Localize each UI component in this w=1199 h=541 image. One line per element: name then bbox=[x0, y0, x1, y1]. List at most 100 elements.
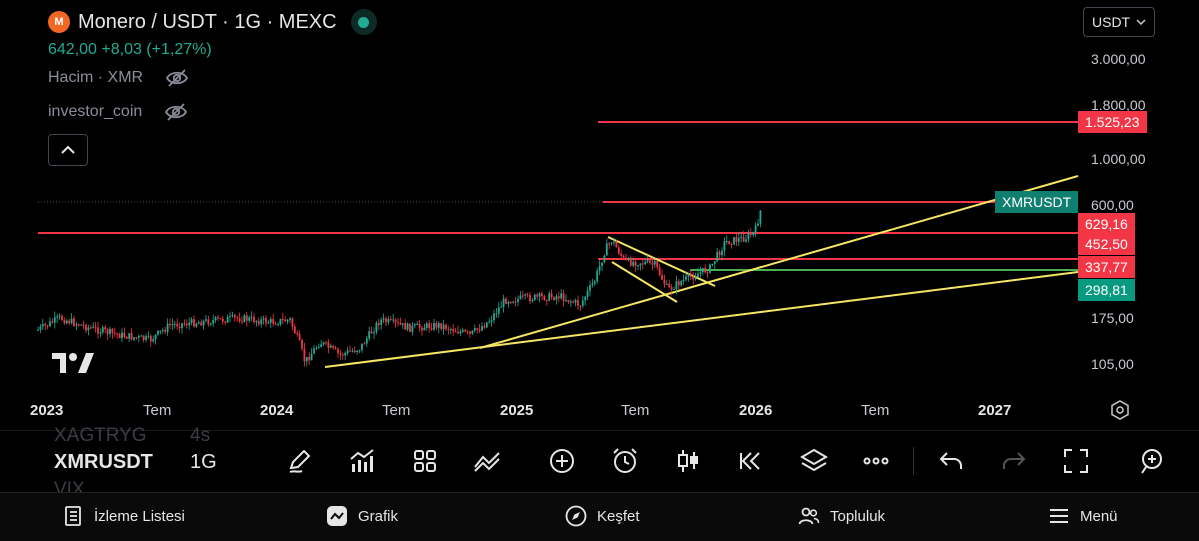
candle-body bbox=[574, 300, 577, 303]
currency-select[interactable]: USDT bbox=[1083, 7, 1155, 37]
title-row[interactable]: M Monero / USDT · 1G · MEXC bbox=[48, 9, 377, 35]
candle-body bbox=[706, 272, 709, 274]
candle-body bbox=[133, 337, 135, 340]
candle-body bbox=[697, 273, 699, 278]
chart-area[interactable]: M Monero / USDT · 1G · MEXC 642,00 +8,03… bbox=[0, 0, 1199, 428]
interval-selector[interactable]: 1G bbox=[190, 451, 217, 473]
price-tag-629: 629,16 bbox=[1078, 213, 1135, 235]
candle-body bbox=[241, 321, 243, 323]
collapse-legend-button[interactable] bbox=[48, 134, 88, 166]
symbol-list-next[interactable]: VIX 20d bbox=[54, 479, 85, 493]
candle-body bbox=[449, 329, 452, 331]
candle-body bbox=[277, 324, 279, 326]
candle-body bbox=[135, 337, 138, 339]
candle-body bbox=[358, 350, 361, 352]
candle-body bbox=[373, 332, 375, 334]
nav-community[interactable]: Topluluk bbox=[798, 505, 885, 527]
candle-body bbox=[233, 314, 236, 318]
candle-body bbox=[747, 233, 750, 240]
candle-body bbox=[507, 302, 510, 304]
candle-body bbox=[58, 315, 61, 317]
candle-body bbox=[166, 323, 169, 332]
candle-body bbox=[248, 317, 251, 321]
candle-body bbox=[689, 274, 692, 277]
candle-body bbox=[195, 323, 198, 327]
candle-body bbox=[675, 281, 678, 290]
axis-settings-icon[interactable] bbox=[1110, 400, 1130, 420]
indicator-label: investor_coin bbox=[48, 103, 143, 120]
x-tick: 2024 bbox=[260, 402, 294, 419]
candle-body bbox=[473, 328, 476, 331]
compare-icon[interactable] bbox=[473, 447, 501, 475]
x-tick: 2025 bbox=[500, 402, 534, 419]
candle-body bbox=[332, 345, 335, 348]
candle-body bbox=[281, 318, 284, 320]
tradingview-logo-icon bbox=[52, 353, 94, 373]
candle-body bbox=[478, 329, 481, 331]
candle-body bbox=[255, 320, 258, 323]
symbol-title[interactable]: Monero / USDT · 1G · MEXC bbox=[78, 10, 337, 33]
candle-body bbox=[673, 289, 675, 291]
candle-body bbox=[452, 329, 455, 332]
symbol-selector[interactable]: XMRUSDT bbox=[54, 451, 153, 473]
candle-body bbox=[591, 283, 594, 286]
more-horizontal-icon[interactable] bbox=[862, 447, 890, 475]
zoom-icon[interactable] bbox=[1138, 447, 1162, 475]
market-status-icon[interactable] bbox=[350, 9, 377, 35]
candle-body bbox=[61, 315, 63, 321]
candle-body bbox=[137, 335, 140, 338]
grid-layout-icon[interactable] bbox=[411, 447, 439, 475]
candle-body bbox=[613, 241, 615, 243]
candle-body bbox=[404, 323, 407, 330]
indicators-icon[interactable] bbox=[348, 447, 376, 475]
nav-menu[interactable]: Menü bbox=[1048, 505, 1118, 527]
nav-watchlist[interactable]: İzleme Listesi bbox=[62, 505, 185, 527]
candle-type-icon[interactable] bbox=[674, 447, 702, 475]
fullscreen-icon[interactable] bbox=[1062, 447, 1090, 475]
nav-chart[interactable]: Grafik bbox=[326, 505, 398, 527]
candle-body bbox=[413, 324, 416, 326]
nav-explore[interactable]: Keşfet bbox=[565, 505, 640, 527]
candle-body bbox=[279, 318, 282, 325]
redo-icon[interactable] bbox=[1000, 447, 1028, 475]
eye-off-icon[interactable] bbox=[164, 103, 188, 121]
x-tick: 2027 bbox=[978, 402, 1012, 419]
price-chart[interactable] bbox=[0, 0, 1199, 428]
candle-body bbox=[39, 326, 42, 330]
price-tag-1525: 1.525,23 bbox=[1078, 111, 1147, 133]
candle-body bbox=[418, 324, 421, 328]
candle-body bbox=[399, 322, 402, 325]
candle-body bbox=[51, 321, 54, 323]
candle-body bbox=[63, 320, 66, 324]
indicator-volume[interactable]: Hacim · XMR bbox=[48, 69, 189, 87]
candle-body bbox=[159, 330, 162, 332]
candle-body bbox=[193, 319, 195, 327]
candle-body bbox=[97, 327, 99, 334]
layers-icon[interactable] bbox=[800, 447, 828, 475]
interval-prev-label: 4s bbox=[190, 425, 211, 446]
symbol-list-prev[interactable]: XAGTRYG 4s bbox=[54, 425, 210, 447]
candle-body bbox=[190, 319, 193, 323]
candle-body bbox=[37, 329, 39, 331]
candle-body bbox=[425, 323, 428, 328]
add-circle-icon[interactable] bbox=[548, 447, 576, 475]
candle-body bbox=[565, 300, 567, 302]
candle-body bbox=[145, 336, 147, 340]
candle-body bbox=[721, 250, 723, 256]
chevron-up-icon bbox=[61, 145, 75, 154]
candle-body bbox=[519, 295, 522, 299]
bottom-navigation: İzleme Listesi Grafik Keşfet Topluluk Me… bbox=[0, 492, 1199, 541]
pencil-icon[interactable] bbox=[286, 447, 314, 475]
candle-body bbox=[226, 317, 229, 323]
eye-off-icon[interactable] bbox=[165, 69, 189, 87]
alarm-icon[interactable] bbox=[611, 447, 639, 475]
candle-body bbox=[272, 319, 275, 324]
candle-body bbox=[701, 267, 704, 273]
candle-body bbox=[579, 305, 582, 307]
indicator-investor-coin[interactable]: investor_coin bbox=[48, 103, 188, 121]
nav-community-label: Topluluk bbox=[830, 507, 886, 525]
undo-icon[interactable] bbox=[937, 447, 965, 475]
replay-icon[interactable] bbox=[737, 447, 765, 475]
candle-body bbox=[646, 260, 649, 262]
candle-body bbox=[622, 255, 625, 258]
